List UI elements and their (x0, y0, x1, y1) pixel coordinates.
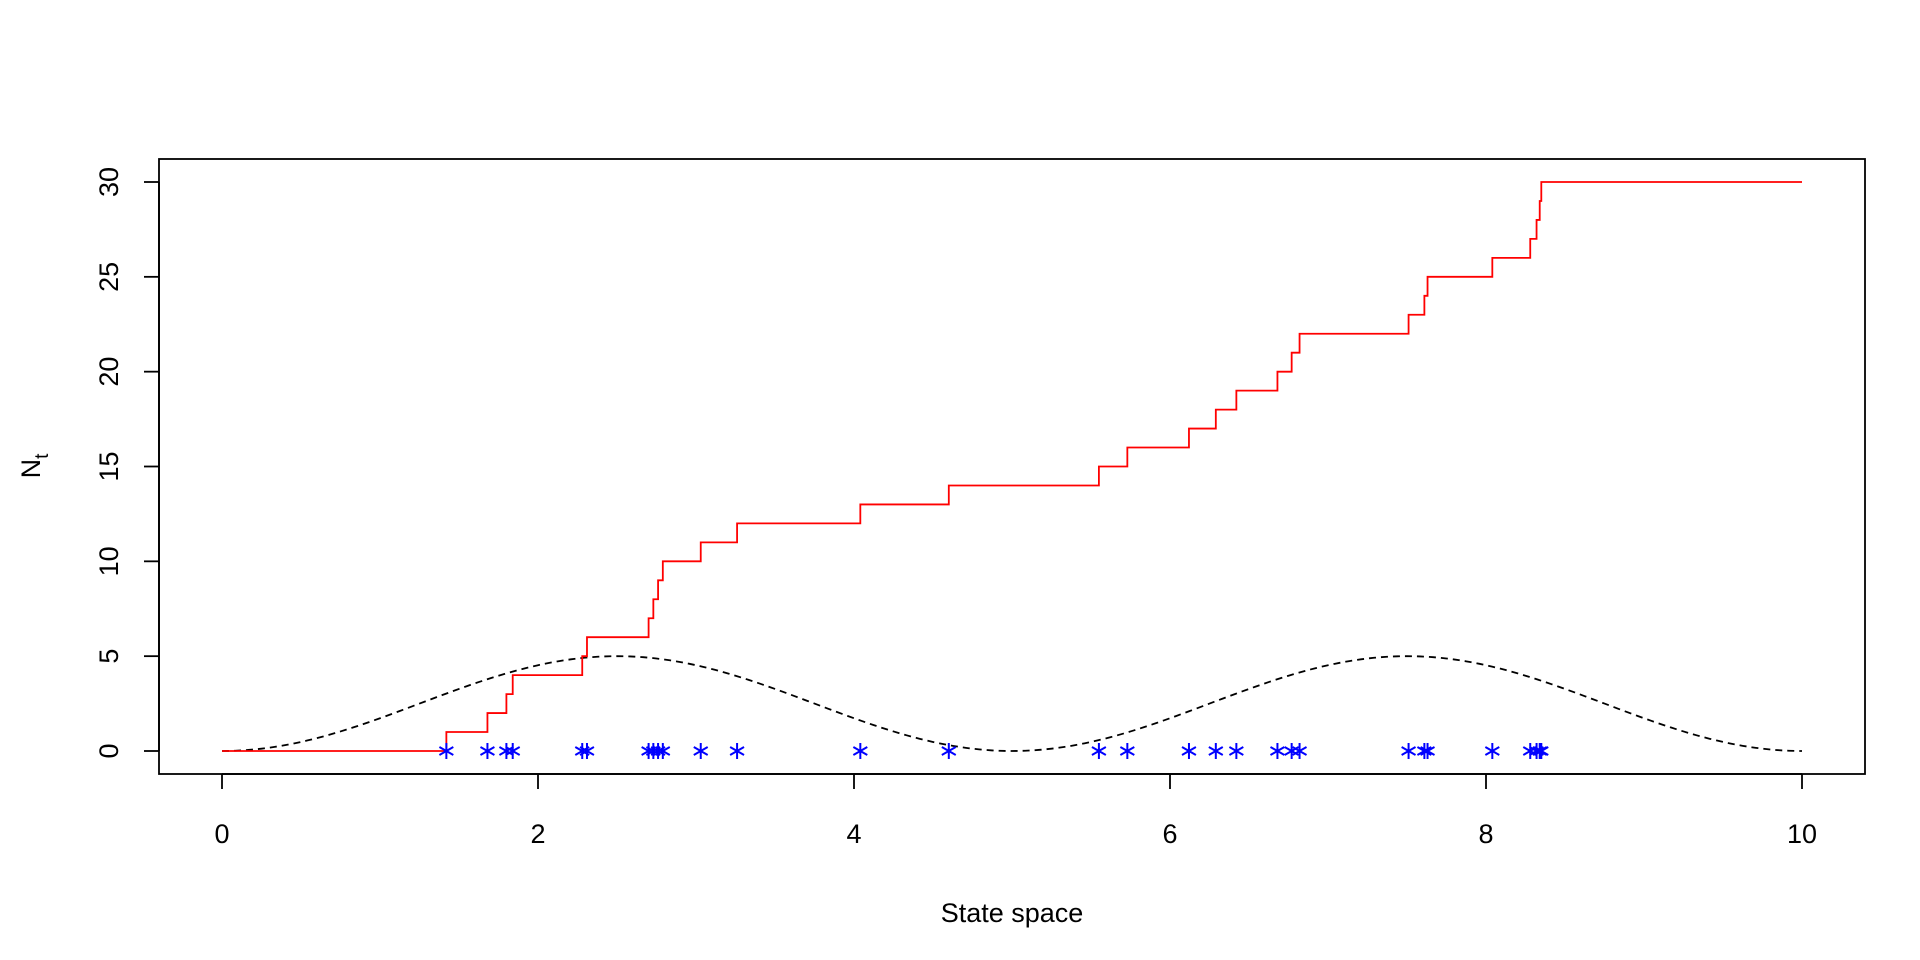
x-tick-label: 2 (530, 819, 545, 849)
y-tick-label: 15 (94, 451, 124, 481)
event-point (1420, 743, 1435, 759)
event-point (1181, 743, 1197, 759)
event-point (579, 743, 595, 759)
y-axis: 0 5 10 15 20 25 30 (94, 167, 160, 759)
event-point (505, 743, 521, 759)
event-point (852, 743, 868, 759)
intensity-curve (221, 655, 1803, 752)
y-axis-title-subscript: t (32, 453, 53, 459)
chart-marks (221, 181, 1803, 759)
y-tick-label: 30 (94, 167, 124, 197)
x-tick-label: 10 (1787, 819, 1817, 849)
event-point (1484, 743, 1500, 759)
event-point (1416, 743, 1432, 759)
event-point (729, 743, 745, 759)
x-tick-label: 4 (846, 819, 861, 849)
event-point (479, 743, 495, 759)
event-point (498, 743, 514, 759)
y-tick-label: 5 (94, 649, 124, 664)
y-tick-label: 10 (94, 546, 124, 576)
event-point (1269, 743, 1285, 759)
y-tick-label: 0 (94, 743, 124, 758)
plot-frame (158, 158, 1866, 775)
event-point (693, 743, 709, 759)
y-axis-title: Nt (16, 453, 53, 479)
y-tick-label: 20 (94, 357, 124, 387)
event-point (1292, 743, 1308, 759)
x-axis: 0 2 4 6 8 10 (214, 773, 1817, 849)
event-point (1533, 743, 1549, 759)
event-point (438, 743, 454, 759)
x-tick-label: 6 (1162, 819, 1177, 849)
y-axis-title-main: N (16, 459, 46, 479)
event-point (1284, 743, 1300, 759)
counting-process-step-line (222, 181, 1802, 752)
event-point (1119, 743, 1135, 759)
event-point (1091, 743, 1107, 759)
event-point (1401, 743, 1417, 759)
y-tick-label: 25 (94, 262, 124, 292)
event-point (655, 743, 671, 759)
x-tick-label: 0 (214, 819, 229, 849)
event-point (1208, 743, 1224, 759)
event-point (941, 743, 957, 759)
event-point (1228, 743, 1244, 759)
x-tick-label: 8 (1478, 819, 1493, 849)
x-axis-title: State space (941, 898, 1084, 928)
